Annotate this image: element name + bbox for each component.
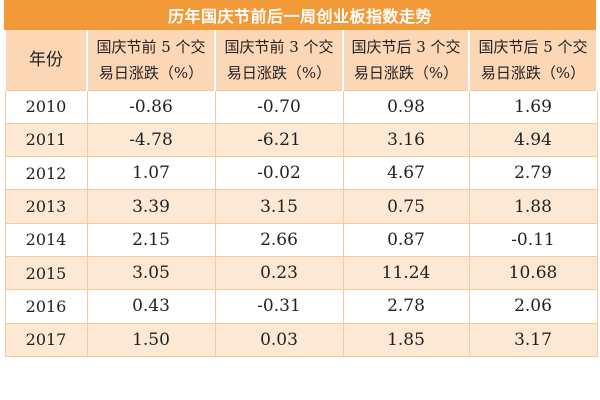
header-label-line1: 国庆节后 5 个交 [478, 37, 588, 56]
header-row: 年份 国庆节前 5 个交 易日涨跌（%） 国庆节前 3 个交 易日涨跌（%） 国… [4, 30, 598, 90]
value-cell: 2.79 [468, 156, 598, 191]
header-label-line2: 易日涨跌（%） [480, 63, 586, 82]
value-cell: 3.17 [468, 322, 598, 357]
value-cell: 3.15 [214, 189, 344, 224]
value-cell: 3.05 [86, 255, 216, 291]
value-cell: 1.07 [86, 156, 216, 191]
value-cell: -0.70 [214, 89, 344, 124]
header-label: 年份 [29, 49, 63, 70]
header-label-line2: 易日涨跌（%） [98, 63, 204, 82]
year-cell: 2017 [4, 322, 88, 357]
value-cell: -0.02 [214, 156, 344, 191]
table-row: 2016 0.43 -0.31 2.78 2.06 [4, 289, 598, 324]
year-cell: 2016 [4, 289, 88, 324]
header-label-line1: 国庆节前 3 个交 [224, 37, 334, 56]
table-container: 历年国庆节前后一周创业板指数走势 年份 国庆节前 5 个交 易日涨跌（%） 国庆… [4, 0, 598, 400]
value-cell: 2.06 [468, 289, 598, 324]
header-label-line2: 易日涨跌（%） [226, 63, 332, 82]
value-cell: -0.31 [214, 289, 344, 324]
value-cell: 10.68 [468, 255, 598, 291]
value-cell: 0.87 [342, 222, 470, 257]
table-row: 2015 3.05 0.23 11.24 10.68 [4, 255, 598, 291]
year-cell: 2010 [4, 89, 88, 124]
table-row: 2012 1.07 -0.02 4.67 2.79 [4, 156, 598, 191]
table-title: 历年国庆节前后一周创业板指数走势 [4, 0, 596, 30]
header-label-line1: 国庆节后 3 个交 [351, 37, 461, 56]
value-cell: 3.39 [86, 189, 216, 224]
header-year: 年份 [4, 30, 88, 90]
header-label-line1: 国庆节前 5 个交 [96, 37, 206, 56]
value-cell: 1.69 [468, 89, 598, 124]
value-cell: 11.24 [342, 255, 470, 291]
value-cell: 0.98 [342, 89, 470, 124]
value-cell: 1.85 [342, 322, 470, 357]
value-cell: 0.43 [86, 289, 216, 324]
value-cell: 2.78 [342, 289, 470, 324]
header-pre3: 国庆节前 3 个交 易日涨跌（%） [214, 30, 344, 90]
value-cell: -6.21 [214, 122, 344, 158]
value-cell: 0.03 [214, 322, 344, 357]
table-row: 2014 2.15 2.66 0.87 -0.11 [4, 222, 598, 257]
header-pre5: 国庆节前 5 个交 易日涨跌（%） [86, 30, 216, 90]
value-cell: 1.88 [468, 189, 598, 224]
table-row: 2010 -0.86 -0.70 0.98 1.69 [4, 89, 598, 124]
year-cell: 2014 [4, 222, 88, 257]
header-label-line2: 易日涨跌（%） [353, 63, 459, 82]
value-cell: -0.86 [86, 89, 216, 124]
table-row: 2013 3.39 3.15 0.75 1.88 [4, 189, 598, 224]
year-cell: 2013 [4, 189, 88, 224]
value-cell: 1.50 [86, 322, 216, 357]
value-cell: 0.75 [342, 189, 470, 224]
table-row: 2011 -4.78 -6.21 3.16 4.94 [4, 122, 598, 158]
header-post3: 国庆节后 3 个交 易日涨跌（%） [342, 30, 470, 90]
value-cell: 2.15 [86, 222, 216, 257]
year-cell: 2012 [4, 156, 88, 191]
table-row: 2017 1.50 0.03 1.85 3.17 [4, 322, 598, 357]
value-cell: 4.94 [468, 122, 598, 158]
value-cell: 2.66 [214, 222, 344, 257]
header-post5: 国庆节后 5 个交 易日涨跌（%） [468, 30, 598, 90]
year-cell: 2011 [4, 122, 88, 158]
value-cell: 3.16 [342, 122, 470, 158]
year-cell: 2015 [4, 255, 88, 291]
value-cell: 0.23 [214, 255, 344, 291]
value-cell: -4.78 [86, 122, 216, 158]
value-cell: -0.11 [468, 222, 598, 257]
value-cell: 4.67 [342, 156, 470, 191]
data-table: 年份 国庆节前 5 个交 易日涨跌（%） 国庆节前 3 个交 易日涨跌（%） 国… [4, 30, 598, 357]
